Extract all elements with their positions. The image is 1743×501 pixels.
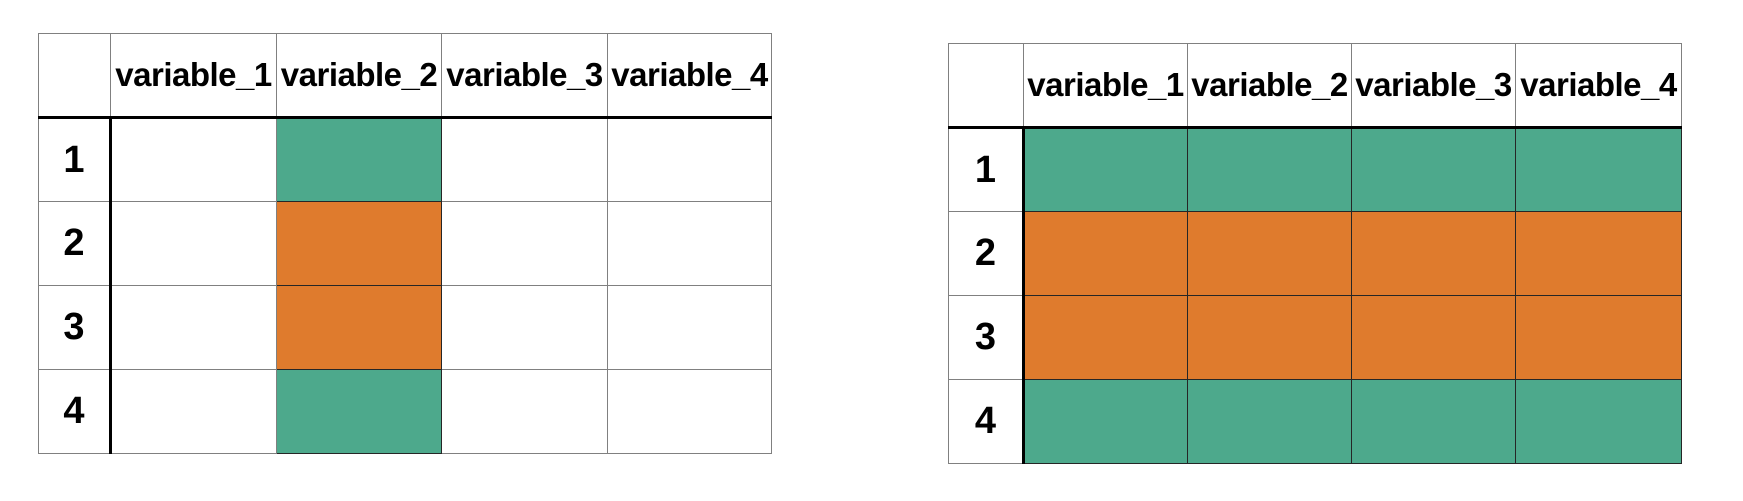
row-label-3: 3 (38, 285, 112, 370)
row-label-4: 4 (948, 379, 1025, 464)
table-row: 2 (38, 201, 772, 286)
row-label-1: 1 (38, 117, 112, 202)
cell-row1-variable_2-teal (276, 117, 442, 202)
cell-row4-variable_1-white (110, 369, 277, 454)
cell-row3-variable_4-white (607, 285, 772, 370)
cell-row3-variable_2-orange (1187, 295, 1352, 380)
cell-row1-variable_3-white (441, 117, 608, 202)
cell-row3-variable_1-orange (1023, 295, 1188, 380)
cell-row1-variable_4-white (607, 117, 772, 202)
table-row: 1 (948, 127, 1682, 212)
cell-row1-variable_1-white (110, 117, 277, 202)
table-row: 1 (38, 117, 772, 202)
cell-row1-variable_2-teal (1187, 127, 1352, 212)
cell-row1-variable_3-teal (1351, 127, 1516, 212)
cell-row3-variable_2-orange (276, 285, 442, 370)
cell-row2-variable_3-orange (1351, 211, 1516, 296)
cell-row4-variable_4-teal (1515, 379, 1682, 464)
corner-cell (948, 43, 1024, 129)
column-header-variable_1: variable_1 (1023, 43, 1188, 129)
cell-row2-variable_3-white (441, 201, 608, 286)
column-header-variable_4: variable_4 (1515, 43, 1682, 129)
table-row: 2 (948, 211, 1682, 296)
row-label-2: 2 (38, 201, 112, 286)
cell-row4-variable_3-teal (1351, 379, 1516, 464)
cell-row2-variable_1-white (110, 201, 277, 286)
cell-row3-variable_3-white (441, 285, 608, 370)
cell-row4-variable_4-white (607, 369, 772, 454)
table-row: 4 (948, 379, 1682, 464)
left-table: variable_1 variable_2 variable_3 variable_4… (38, 33, 772, 454)
cell-row3-variable_3-orange (1351, 295, 1516, 380)
cell-row1-variable_1-teal (1023, 127, 1188, 212)
header-row: variable_1 variable_2 variable_3 variable_4 (38, 33, 772, 119)
column-header-variable_4: variable_4 (607, 33, 772, 119)
corner-cell (38, 33, 111, 119)
cell-row2-variable_1-orange (1023, 211, 1188, 296)
cell-row4-variable_1-teal (1023, 379, 1188, 464)
column-header-variable_3: variable_3 (1351, 43, 1516, 129)
column-header-variable_2: variable_2 (276, 33, 442, 119)
table-row: 4 (38, 369, 772, 454)
row-label-2: 2 (948, 211, 1025, 296)
row-label-1: 1 (948, 127, 1025, 212)
row-label-4: 4 (38, 369, 112, 454)
cell-row4-variable_2-teal (1187, 379, 1352, 464)
row-label-3: 3 (948, 295, 1025, 380)
cell-row1-variable_4-teal (1515, 127, 1682, 212)
cell-row4-variable_2-teal (276, 369, 442, 454)
cell-row2-variable_2-orange (276, 201, 442, 286)
table-row: 3 (38, 285, 772, 370)
table-row: 3 (948, 295, 1682, 380)
column-header-variable_1: variable_1 (110, 33, 277, 119)
header-row: variable_1 variable_2 variable_3 variable_4 (948, 43, 1682, 129)
cell-row3-variable_1-white (110, 285, 277, 370)
cell-row4-variable_3-white (441, 369, 608, 454)
column-header-variable_2: variable_2 (1187, 43, 1352, 129)
right-table: variable_1 variable_2 variable_3 variable_4… (948, 43, 1682, 464)
cell-row2-variable_2-orange (1187, 211, 1352, 296)
cell-row2-variable_4-orange (1515, 211, 1682, 296)
cell-row3-variable_4-orange (1515, 295, 1682, 380)
column-header-variable_3: variable_3 (441, 33, 608, 119)
cell-row2-variable_4-white (607, 201, 772, 286)
